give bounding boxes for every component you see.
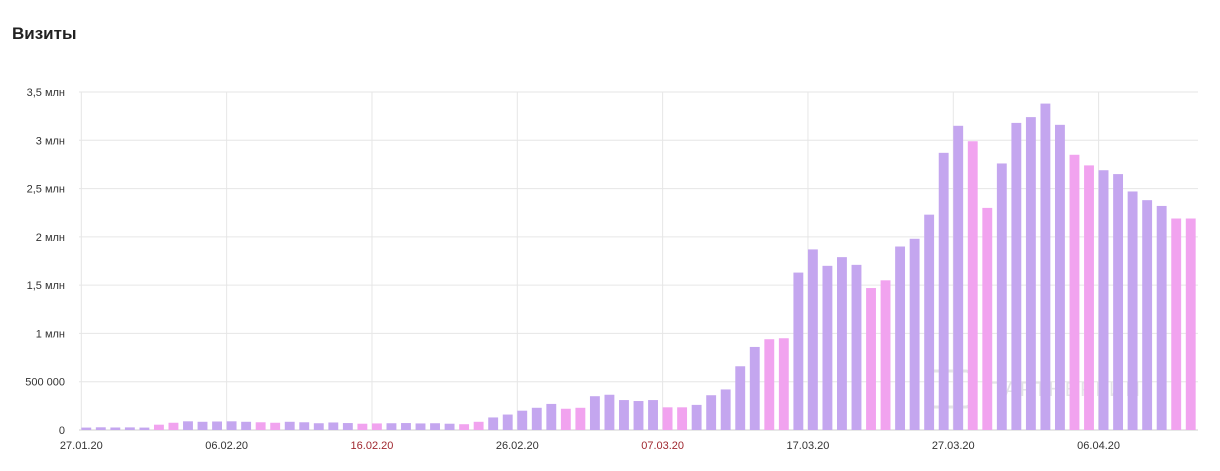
bar[interactable] — [328, 422, 339, 430]
bar[interactable] — [531, 407, 542, 430]
y-tick-label: 0 — [59, 425, 65, 437]
bar[interactable] — [589, 396, 600, 430]
bar[interactable] — [517, 410, 528, 430]
y-tick-label: 3,5 млн — [27, 87, 65, 99]
bar[interactable] — [1142, 200, 1153, 430]
bar[interactable] — [807, 249, 818, 430]
bar[interactable] — [764, 339, 775, 430]
bar[interactable] — [371, 423, 382, 430]
bar[interactable] — [938, 152, 949, 430]
bar[interactable] — [1156, 205, 1167, 430]
bar[interactable] — [488, 417, 499, 430]
bar[interactable] — [851, 264, 862, 430]
bar[interactable] — [924, 214, 935, 430]
bar[interactable] — [153, 424, 164, 430]
bar[interactable] — [197, 421, 208, 430]
x-tick-label: 17.03.20 — [787, 440, 830, 452]
y-axis-ticks: 0 500 000 1 млн 1,5 млн 2 млн 2,5 млн 3 млн 3,5… — [25, 87, 65, 437]
x-tick-label: 26.02.20 — [496, 440, 539, 452]
bar[interactable] — [357, 423, 368, 430]
bar[interactable] — [967, 141, 978, 430]
bar[interactable] — [124, 427, 135, 430]
bar[interactable] — [1011, 122, 1022, 431]
bar[interactable] — [430, 423, 440, 430]
bar[interactable] — [139, 427, 150, 430]
y-tick-label: 2 млн — [36, 232, 65, 244]
x-tick-label: 06.02.20 — [205, 440, 248, 452]
bar[interactable] — [880, 280, 891, 430]
y-tick-label: 1,5 млн — [27, 280, 65, 292]
bar[interactable] — [1055, 124, 1065, 430]
bar[interactable] — [778, 338, 789, 430]
bar[interactable] — [1084, 165, 1094, 430]
bar[interactable] — [1113, 174, 1124, 430]
bar[interactable] — [749, 346, 760, 430]
bar[interactable] — [342, 423, 353, 430]
bar[interactable] — [386, 423, 397, 430]
bar[interactable] — [212, 421, 222, 431]
bar[interactable] — [401, 423, 411, 430]
bar[interactable] — [168, 422, 179, 430]
bar[interactable] — [996, 163, 1007, 430]
bar[interactable] — [255, 422, 266, 430]
bar[interactable] — [444, 423, 455, 430]
bar[interactable] — [895, 246, 906, 430]
bar[interactable] — [1185, 218, 1196, 430]
bar[interactable] — [459, 424, 470, 430]
bar[interactable] — [110, 427, 121, 430]
bar[interactable] — [546, 403, 557, 430]
bar[interactable] — [662, 407, 673, 430]
bar[interactable] — [226, 421, 237, 430]
bar[interactable] — [1127, 191, 1138, 430]
bar[interactable] — [270, 422, 281, 430]
bar[interactable] — [909, 238, 920, 430]
bar[interactable] — [706, 395, 717, 430]
bar[interactable] — [473, 421, 484, 430]
bar[interactable] — [677, 407, 688, 430]
x-tick-label: 27.01.20 — [60, 440, 103, 452]
bar[interactable] — [1098, 170, 1109, 430]
bar[interactable] — [633, 401, 644, 430]
bar[interactable] — [720, 389, 731, 430]
bar[interactable] — [415, 423, 426, 430]
bar[interactable] — [284, 421, 295, 430]
y-tick-label: 1 млн — [36, 328, 65, 340]
bar[interactable] — [982, 207, 993, 430]
bar[interactable] — [866, 288, 876, 430]
bar[interactable] — [619, 400, 629, 430]
chart-title: Визиты — [12, 24, 77, 43]
bar[interactable] — [1025, 117, 1036, 431]
bar[interactable] — [837, 257, 847, 430]
bar[interactable] — [560, 408, 571, 430]
bar[interactable] — [953, 125, 964, 431]
x-tick-label: 06.04.20 — [1077, 440, 1120, 452]
y-tick-label: 2,5 млн — [27, 184, 65, 196]
bar[interactable] — [241, 421, 252, 430]
bar[interactable] — [735, 366, 746, 430]
bar[interactable] — [1069, 154, 1080, 430]
bar[interactable] — [81, 427, 92, 430]
bar[interactable] — [313, 423, 324, 430]
bar[interactable] — [793, 272, 804, 430]
bar[interactable] — [648, 400, 658, 430]
x-tick-label: 07.03.20 — [641, 440, 684, 452]
x-tick-label: 27.03.20 — [932, 440, 975, 452]
x-axis-ticks: 27.01.20 06.02.20 16.02.20 26.02.20 07.03.20… — [60, 440, 1120, 452]
bar[interactable] — [299, 422, 310, 430]
y-tick-label: 500 000 — [25, 377, 65, 389]
bar[interactable] — [502, 414, 513, 430]
bar[interactable] — [183, 421, 193, 430]
bars — [81, 103, 1196, 431]
x-tick-label: 16.02.20 — [351, 440, 394, 452]
bar[interactable] — [95, 427, 106, 430]
bar[interactable] — [604, 394, 615, 430]
bar[interactable] — [822, 265, 833, 430]
y-tick-label: 3 млн — [36, 135, 65, 147]
bar[interactable] — [575, 407, 586, 430]
bar[interactable] — [1040, 103, 1051, 430]
bar[interactable] — [1171, 218, 1182, 430]
bar[interactable] — [691, 404, 702, 430]
